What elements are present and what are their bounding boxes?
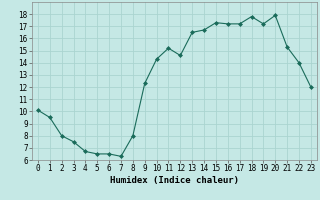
X-axis label: Humidex (Indice chaleur): Humidex (Indice chaleur): [110, 176, 239, 185]
